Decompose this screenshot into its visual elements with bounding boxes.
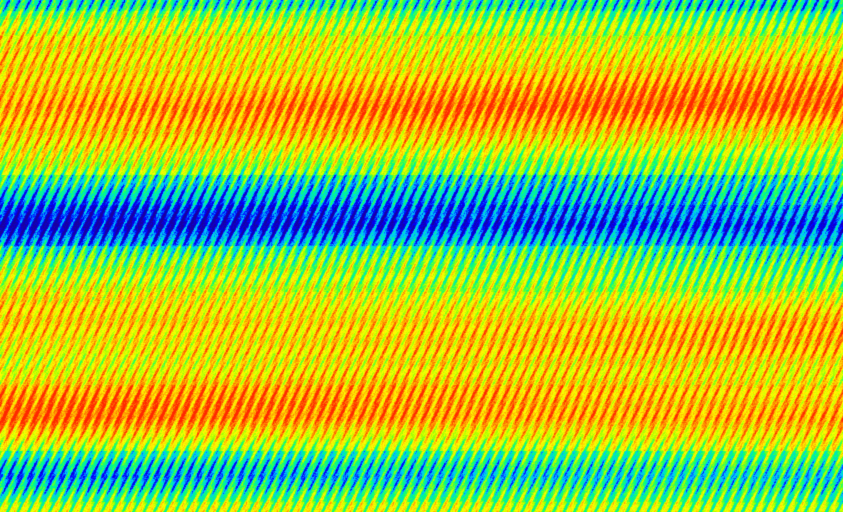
false-color-heatmap-image (0, 0, 843, 512)
